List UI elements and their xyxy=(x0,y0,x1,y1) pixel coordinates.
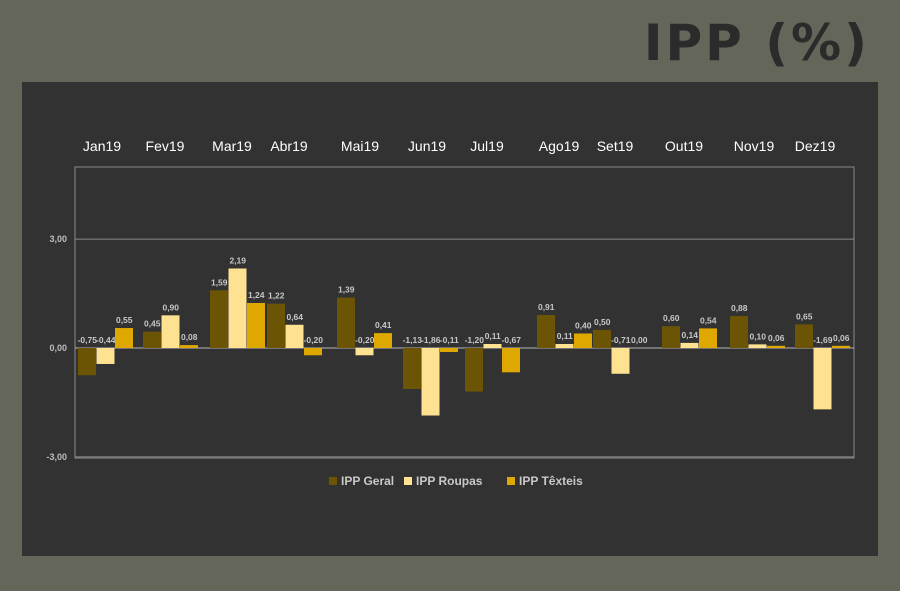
category-label: Mai19 xyxy=(341,138,379,154)
bar-ipp-roupas xyxy=(285,324,304,348)
bar-ipp-roupas xyxy=(96,348,115,364)
bar-ipp-t-xteis xyxy=(304,348,322,356)
data-label: 0,06 xyxy=(768,333,785,343)
bar-ipp-geral xyxy=(465,348,483,392)
data-label: 0,11 xyxy=(485,331,501,341)
bar-ipp-t-xteis xyxy=(374,333,392,348)
data-label: -0,71 xyxy=(611,335,631,345)
category-label: Ago19 xyxy=(539,138,580,154)
data-label: -1,69 xyxy=(813,335,833,345)
legend-label: IPP Têxteis xyxy=(519,474,583,488)
data-label: 0,11 xyxy=(557,331,573,341)
data-label: 1,39 xyxy=(338,285,355,295)
bar-ipp-roupas xyxy=(748,344,767,348)
category-label: Jul19 xyxy=(470,138,504,154)
bar-ipp-t-xteis xyxy=(832,345,850,348)
data-label: 0,10 xyxy=(749,331,766,341)
data-label: 0,08 xyxy=(181,332,198,342)
bar-ipp-geral xyxy=(730,316,748,348)
data-label: 0,55 xyxy=(116,315,133,325)
bar-ipp-roupas xyxy=(483,344,502,348)
category-label: Jun19 xyxy=(408,138,446,154)
y-tick-label: 3,00 xyxy=(49,234,67,244)
data-label: 1,22 xyxy=(268,291,285,301)
data-label: -0,75 xyxy=(78,335,98,345)
bar-ipp-roupas xyxy=(813,348,832,410)
data-label: 0,41 xyxy=(375,320,392,330)
category-label: Set19 xyxy=(597,138,634,154)
data-label: 0,64 xyxy=(286,312,303,322)
category-label: Jan19 xyxy=(83,138,121,154)
data-label: -0,20 xyxy=(355,335,375,345)
category-label: Fev19 xyxy=(146,138,185,154)
bar-ipp-roupas xyxy=(680,342,699,348)
bar-ipp-roupas xyxy=(421,348,440,416)
bar-ipp-t-xteis xyxy=(574,333,592,348)
bar-ipp-geral xyxy=(537,314,555,348)
bar-ipp-geral xyxy=(143,331,161,348)
plot-area xyxy=(74,166,855,459)
bar-ipp-t-xteis xyxy=(115,328,133,348)
bar-ipp-roupas xyxy=(161,315,180,348)
data-label: 0,45 xyxy=(144,319,161,329)
bar-ipp-geral xyxy=(593,329,611,348)
data-label: 0,65 xyxy=(796,311,813,321)
y-tick-label: 0,00 xyxy=(49,343,67,353)
chart-panel: -3,00 0,00 3,00 Jan19 Fev19 Mar19 Abr19 Mai19 Ju… xyxy=(22,82,878,556)
data-label: 0,06 xyxy=(833,333,850,343)
data-label: 0,00 xyxy=(631,335,648,345)
data-label: 0,91 xyxy=(538,302,555,312)
legend-label: IPP Roupas xyxy=(416,474,483,488)
data-label: 0,54 xyxy=(700,315,717,325)
category-label: Mar19 xyxy=(212,138,252,154)
legend-swatch xyxy=(329,477,337,485)
bar-ipp-roupas xyxy=(228,268,247,348)
data-label: 0,88 xyxy=(731,303,748,313)
data-label: -1,86 xyxy=(421,335,441,345)
bar-ipp-t-xteis xyxy=(767,345,785,348)
bar-ipp-roupas xyxy=(555,344,574,348)
legend-swatch xyxy=(404,477,412,485)
page-title: IPP (%) xyxy=(643,14,870,72)
bar-ipp-roupas xyxy=(355,348,374,356)
bar-ipp-t-xteis xyxy=(502,348,520,373)
data-label: 1,59 xyxy=(211,277,228,287)
bar-chart: -3,00 0,00 3,00 Jan19 Fev19 Mar19 Abr19 Mai19 Ju… xyxy=(46,138,855,488)
data-label: -0,67 xyxy=(502,335,522,345)
legend-label: IPP Geral xyxy=(341,474,394,488)
bar-ipp-geral xyxy=(403,348,421,390)
data-label: -0,20 xyxy=(304,335,324,345)
data-label: 0,40 xyxy=(575,320,592,330)
category-label: Nov19 xyxy=(734,138,775,154)
y-tick-label: -3,00 xyxy=(46,452,67,462)
legend-swatch xyxy=(507,477,515,485)
bar-ipp-t-xteis xyxy=(247,302,265,348)
category-label: Out19 xyxy=(665,138,703,154)
bar-ipp-t-xteis xyxy=(180,345,198,348)
data-label: 0,50 xyxy=(594,317,611,327)
bar-ipp-geral xyxy=(210,290,228,348)
bar-ipp-geral xyxy=(795,324,813,348)
bar-ipp-t-xteis xyxy=(699,328,717,348)
data-label: -0,11 xyxy=(440,335,459,345)
data-label: -1,13 xyxy=(403,335,423,345)
bar-ipp-geral xyxy=(337,297,355,348)
bar-ipp-roupas xyxy=(611,348,630,374)
bar-ipp-t-xteis xyxy=(440,348,458,352)
data-label: 0,14 xyxy=(681,330,698,340)
data-label: 1,24 xyxy=(248,290,265,300)
category-label: Abr19 xyxy=(270,138,308,154)
data-label: 2,19 xyxy=(229,256,246,266)
bar-ipp-geral xyxy=(662,326,680,348)
category-label: Dez19 xyxy=(795,138,836,154)
data-label: 0,90 xyxy=(162,302,179,312)
data-label: 0,60 xyxy=(663,313,680,323)
data-label: -0,44 xyxy=(96,335,116,345)
bar-ipp-geral xyxy=(78,348,96,376)
data-label: -1,20 xyxy=(465,335,485,345)
bar-ipp-geral xyxy=(267,303,285,348)
